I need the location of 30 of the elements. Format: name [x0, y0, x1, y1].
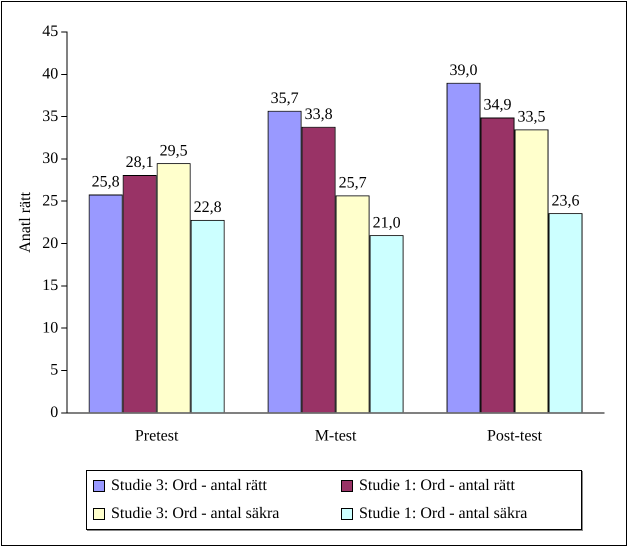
data-label: 33,5: [518, 108, 546, 126]
data-label: 33,8: [304, 106, 333, 123]
y-tick-label: 40: [42, 66, 58, 83]
y-axis-title: Anatl rätt: [16, 191, 34, 253]
data-label: 23,6: [552, 192, 580, 210]
y-tick-label: 15: [42, 277, 58, 294]
data-label: 21,0: [372, 214, 401, 232]
data-label: 28,1: [126, 154, 154, 172]
y-tick-label: 35: [42, 108, 58, 125]
data-label: 39,0: [450, 62, 478, 79]
legend-label: Studie 3: Ord - antal rätt: [111, 477, 267, 495]
y-tick-label: 45: [42, 23, 58, 40]
data-label: 22,8: [194, 199, 222, 216]
x-tick-label: Post-test: [486, 428, 543, 445]
x-tick-label: Pretest: [134, 428, 179, 445]
y-tick-label: 30: [42, 150, 58, 168]
data-label: 35,7: [270, 90, 299, 107]
x-tick-label: M-test: [314, 428, 358, 445]
data-label: 34,9: [484, 96, 512, 114]
y-tick-label: 0: [50, 404, 58, 422]
data-label: 25,8: [92, 174, 120, 191]
y-tick-label: 5: [50, 362, 58, 379]
y-tick-label: 20: [42, 234, 58, 252]
y-tick-label: 25: [42, 192, 58, 210]
legend-label: Studie 1: Ord - antal säkra: [359, 505, 528, 523]
data-label: 25,7: [338, 174, 367, 192]
data-label: 29,5: [160, 142, 188, 160]
y-tick-label: 10: [42, 319, 58, 336]
legend-label: Studie 1: Ord - antal rätt: [359, 477, 515, 495]
legend-label: Studie 3: Ord - antal säkra: [111, 505, 280, 523]
